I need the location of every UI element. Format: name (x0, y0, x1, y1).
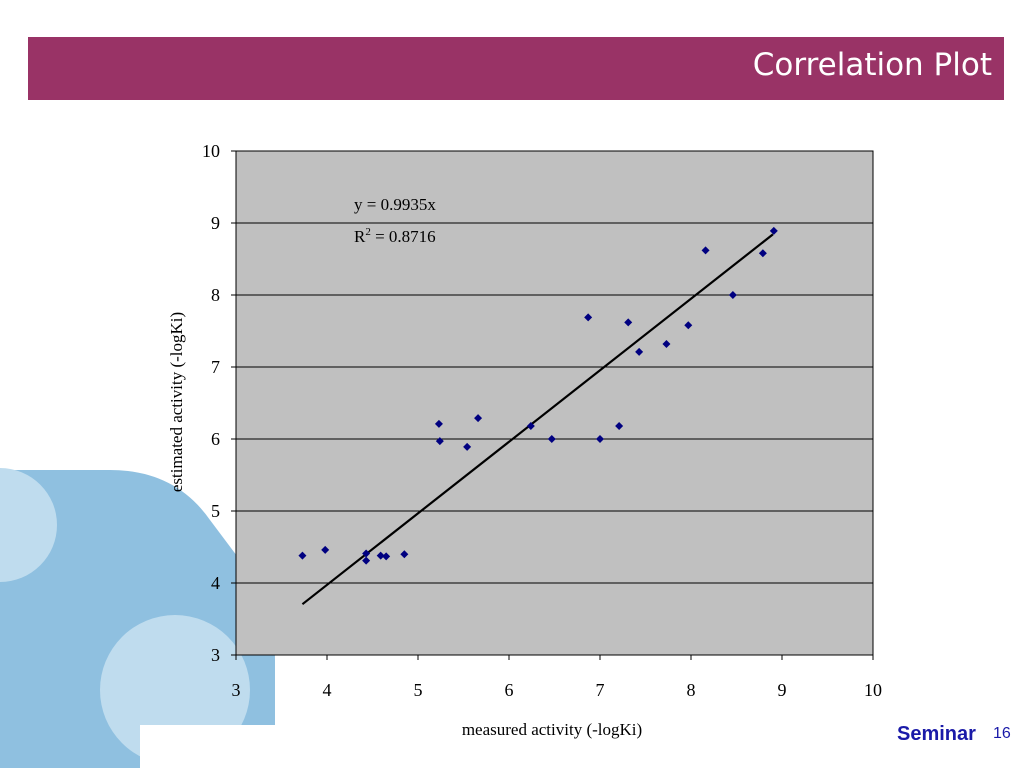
data-point (684, 321, 693, 330)
data-point (547, 435, 556, 443)
x-tick-label: 9 (778, 680, 787, 700)
data-point (596, 435, 604, 443)
y-tick-label: 3 (211, 645, 220, 665)
data-point (624, 318, 633, 327)
x-tick-label: 10 (864, 680, 882, 700)
data-point (376, 551, 385, 560)
title-bar: Correlation Plot (28, 37, 1004, 100)
data-point (298, 551, 307, 560)
y-axis-label: estimated activity (-logKi) (167, 312, 186, 492)
y-axis-ticks: 3 4 5 6 7 8 9 10 (202, 141, 236, 665)
bubble-decoration (0, 468, 290, 768)
data-point (769, 226, 778, 235)
data-point (382, 552, 391, 561)
data-point (635, 347, 644, 356)
data-points (298, 226, 778, 565)
data-point (362, 549, 371, 558)
y-tick-label: 4 (211, 573, 220, 593)
footer-seminar-label: Seminar (897, 723, 976, 745)
x-tick-label: 4 (323, 680, 332, 700)
trendline (301, 233, 774, 606)
slide-title: Correlation Plot (752, 47, 992, 83)
x-tick-label: 5 (414, 680, 423, 700)
data-point (584, 313, 593, 322)
y-tick-label: 9 (211, 213, 220, 233)
x-tick-label: 6 (505, 680, 514, 700)
y-tick-label: 5 (211, 501, 220, 521)
data-point (615, 422, 624, 431)
data-point (321, 545, 330, 554)
trendline-equation: y = 0.9935x (354, 195, 436, 214)
data-point (400, 550, 409, 559)
x-axis-label: measured activity (-logKi) (462, 720, 642, 739)
r-squared-value: = 0.8716 (371, 227, 436, 246)
page-number: 16 (993, 725, 1011, 742)
r-squared-superscript: 2 (365, 226, 371, 238)
data-point (758, 249, 767, 258)
x-tick-label: 7 (596, 680, 605, 700)
r-squared-prefix: R (354, 227, 366, 246)
data-point (362, 556, 371, 565)
plot-area (235, 150, 874, 656)
data-point (662, 339, 671, 348)
data-point (728, 291, 737, 299)
data-point (435, 437, 444, 446)
data-point (463, 442, 472, 451)
data-point (474, 414, 483, 423)
r-squared-label: R2 = 0.8716 (354, 226, 436, 246)
x-tick-label: 3 (232, 680, 241, 700)
y-tick-label: 8 (211, 285, 220, 305)
y-tick-label: 10 (202, 141, 220, 161)
y-tick-label: 7 (211, 357, 220, 377)
x-tick-label: 8 (687, 680, 696, 700)
data-point (526, 422, 535, 431)
y-tick-label: 6 (211, 429, 220, 449)
data-point (701, 246, 710, 255)
data-point (434, 419, 443, 428)
x-axis-ticks: 3 4 5 6 7 8 9 10 (232, 655, 882, 700)
